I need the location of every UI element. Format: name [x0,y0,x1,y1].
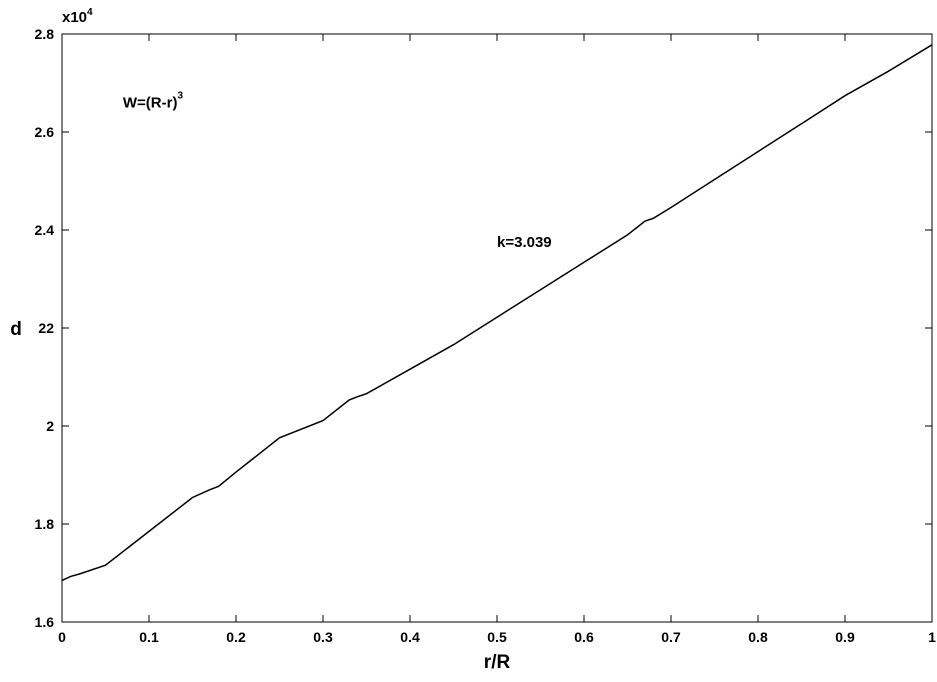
y-tick-label: 2.6 [35,124,55,140]
y-tick-label: 2 [46,418,54,434]
x-tick-label: 0 [58,629,66,645]
x-tick-label: 0.4 [400,629,420,645]
x-tick-label: 0.9 [835,629,855,645]
formula-annotation: W=(R-r)3 [123,91,184,112]
formula-exponent: 3 [177,91,183,102]
axis-ticks [61,33,933,623]
y-axis-label: d [10,319,22,340]
x-tick-label: 0.6 [574,629,594,645]
y-tick-label: 2.8 [35,26,55,42]
x-tick-label: 0.7 [661,629,681,645]
series-line [61,44,933,582]
y-exponent-power: 4 [87,7,93,18]
x-tick-label: 1 [928,629,936,645]
formula-main: W=(R-r) [123,95,178,112]
x-tick-label: 0.1 [139,629,159,645]
x-tick-label: 0.3 [313,629,333,645]
axis-tick-labels: 0 0.1 0.2 0.3 0.4 0.5 0.6 0.7 0.8 0.9 11.61.82222.… [35,26,937,645]
x-tick-label: 0.8 [748,629,768,645]
plot-frame [61,33,933,623]
y-tick-label: 22 [38,320,54,336]
y-exponent: x104 [62,7,93,26]
x-tick-label: 0.5 [487,629,507,645]
y-tick-label: 1.6 [35,614,55,630]
x-tick-label: 0.2 [226,629,246,645]
y-tick-label: 1.8 [35,516,55,532]
y-exponent-base: x10 [62,9,87,26]
x-axis-label: r/R [484,652,511,673]
y-tick-label: 2.4 [35,222,55,238]
slope-annotation: k=3.039 [497,234,552,251]
